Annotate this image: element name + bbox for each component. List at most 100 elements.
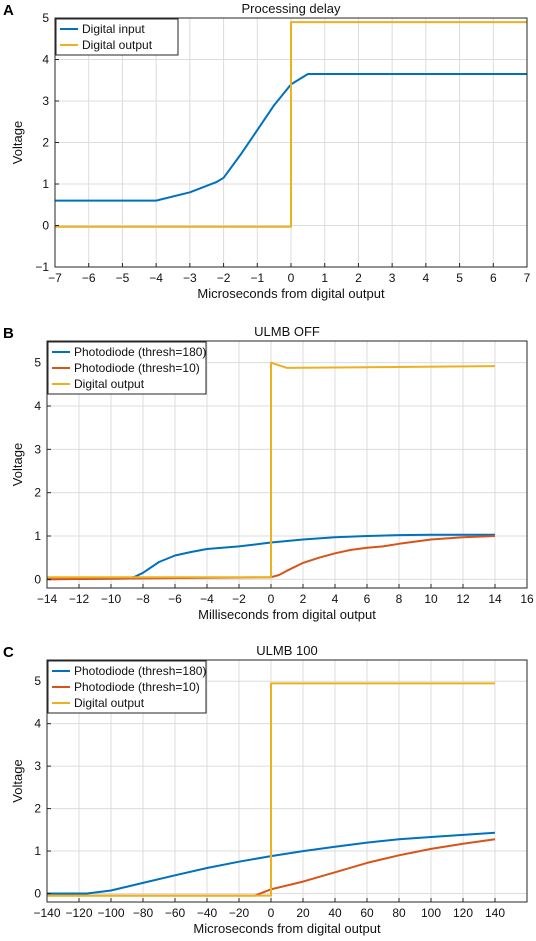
y-tick-label: 2 bbox=[42, 136, 49, 150]
y-tick-label: 5 bbox=[34, 356, 41, 370]
x-tick-label: 20 bbox=[296, 906, 310, 920]
axes-frame bbox=[46, 659, 528, 903]
x-tick-label: 0 bbox=[288, 271, 295, 285]
legend-label: Digital output bbox=[74, 377, 145, 391]
x-tick-label: 6 bbox=[364, 592, 371, 606]
x-tick-label: 100 bbox=[421, 906, 441, 920]
legend-box bbox=[47, 660, 207, 714]
x-tick-label: 6 bbox=[490, 271, 497, 285]
x-tick-label: −10 bbox=[101, 592, 122, 606]
panel-letter: B bbox=[3, 325, 14, 342]
legend-label: Digital input bbox=[82, 22, 145, 36]
x-tick-label: −6 bbox=[82, 271, 96, 285]
y-axis-label: Voltage bbox=[10, 759, 25, 802]
x-tick-label: −120 bbox=[65, 906, 92, 920]
y-tick-label: 5 bbox=[34, 674, 41, 688]
y-tick-label: 5 bbox=[42, 11, 49, 25]
x-tick-label: 60 bbox=[360, 906, 374, 920]
legend: Digital input Digital output bbox=[55, 18, 179, 56]
series-line-2 bbox=[55, 21, 527, 228]
panel-letter: C bbox=[3, 644, 14, 661]
chart-title: ULMB OFF bbox=[254, 324, 320, 339]
x-tick-label: 3 bbox=[389, 271, 396, 285]
x-tick-label: −80 bbox=[133, 906, 154, 920]
x-tick-label: −60 bbox=[165, 906, 186, 920]
x-tick-label: 0 bbox=[268, 592, 275, 606]
series-line-3 bbox=[47, 361, 496, 579]
y-axis-label: Voltage bbox=[10, 443, 25, 486]
x-tick-label: 4 bbox=[423, 271, 430, 285]
legend-box bbox=[47, 341, 207, 395]
x-tick-label: −8 bbox=[136, 592, 150, 606]
x-tick-label: 10 bbox=[424, 592, 438, 606]
legend-label: Photodiode (thresh=180) bbox=[74, 664, 206, 678]
y-tick-label: 1 bbox=[34, 529, 41, 543]
legend-box bbox=[55, 18, 179, 56]
series-line-3 bbox=[47, 682, 495, 897]
x-tick-label: −2 bbox=[217, 271, 231, 285]
y-tick-label: 4 bbox=[42, 53, 49, 67]
y-tick-label: 3 bbox=[34, 442, 41, 456]
x-tick-label: −4 bbox=[149, 271, 163, 285]
x-tick-label: −20 bbox=[229, 906, 250, 920]
x-tick-label: −2 bbox=[232, 592, 246, 606]
panel-c: −140 −120 −100 −80 −60 −40 −20 0 20 40 60 80 100 120 1… bbox=[3, 643, 528, 936]
legend-label: Digital output bbox=[74, 696, 145, 710]
series-line-1 bbox=[46, 533, 495, 581]
y-tick-label: 0 bbox=[34, 887, 41, 901]
x-tick-label: −40 bbox=[197, 906, 218, 920]
x-tick-label: 7 bbox=[524, 271, 531, 285]
x-tick-label: −100 bbox=[97, 906, 124, 920]
y-tick-label: 4 bbox=[34, 399, 41, 413]
y-tick-label: 2 bbox=[34, 486, 41, 500]
x-tick-label: 8 bbox=[396, 592, 403, 606]
panel-b: −14 −12 −10 −8 −6 −4 −2 0 2 4 6 8 10 12 14 16012345ULMB… bbox=[3, 324, 534, 622]
y-tick-label: 0 bbox=[42, 219, 49, 233]
x-tick-label: 2 bbox=[355, 271, 362, 285]
legend-label: Photodiode (thresh=180) bbox=[74, 345, 206, 359]
x-tick-label: −7 bbox=[48, 271, 62, 285]
y-tick-label: 3 bbox=[34, 759, 41, 773]
y-tick-label: 0 bbox=[34, 572, 41, 586]
y-tick-label: 1 bbox=[34, 844, 41, 858]
series-line-2 bbox=[47, 838, 496, 897]
y-axis-label: Voltage bbox=[10, 121, 25, 164]
x-tick-label: 2 bbox=[300, 592, 307, 606]
x-tick-label: −5 bbox=[116, 271, 130, 285]
x-tick-label: 16 bbox=[520, 592, 534, 606]
x-tick-label: 14 bbox=[488, 592, 502, 606]
series-line-2 bbox=[46, 535, 496, 581]
x-tick-label: 0 bbox=[268, 906, 275, 920]
x-tick-label: 12 bbox=[456, 592, 470, 606]
panel-letter: A bbox=[3, 2, 14, 19]
panel-a: −7 −6 −5 −4 −3 −2 −1 0 1 2 3 4 5 6 7 −1 0 1 2 3 4 5 Processing… bbox=[3, 1, 531, 301]
legend-label: Photodiode (thresh=10) bbox=[74, 680, 200, 694]
chart-title: ULMB 100 bbox=[256, 643, 317, 658]
y-tick-label: 3 bbox=[42, 94, 49, 108]
x-tick-label: −1 bbox=[250, 271, 264, 285]
x-tick-label: −12 bbox=[69, 592, 90, 606]
x-tick-label: 40 bbox=[328, 906, 342, 920]
legend: Photodiode (thresh=180) Photodiode (thres… bbox=[47, 660, 207, 714]
x-tick-label: −140 bbox=[33, 906, 60, 920]
x-axis-label: Microseconds from digital output bbox=[197, 286, 385, 301]
x-tick-label: −6 bbox=[168, 592, 182, 606]
x-tick-label: 80 bbox=[392, 906, 406, 920]
legend: Photodiode (thresh=180) Photodiode (thres… bbox=[47, 341, 207, 395]
x-tick-label: −14 bbox=[37, 592, 58, 606]
y-tick-label: −1 bbox=[35, 260, 49, 274]
legend-label: Digital output bbox=[82, 38, 153, 52]
x-tick-label: 120 bbox=[453, 906, 473, 920]
axes-frame bbox=[46, 340, 528, 589]
series-line-1 bbox=[55, 73, 527, 202]
x-tick-label: −4 bbox=[200, 592, 214, 606]
y-tick-label: 2 bbox=[34, 802, 41, 816]
chart-title: Processing delay bbox=[242, 1, 341, 16]
y-tick-label: 4 bbox=[34, 717, 41, 731]
x-tick-label: 4 bbox=[332, 592, 339, 606]
x-tick-label: −3 bbox=[183, 271, 197, 285]
x-axis-label: Milliseconds from digital output bbox=[198, 607, 376, 622]
x-tick-label: 5 bbox=[456, 271, 463, 285]
y-tick-label: 1 bbox=[42, 177, 49, 191]
